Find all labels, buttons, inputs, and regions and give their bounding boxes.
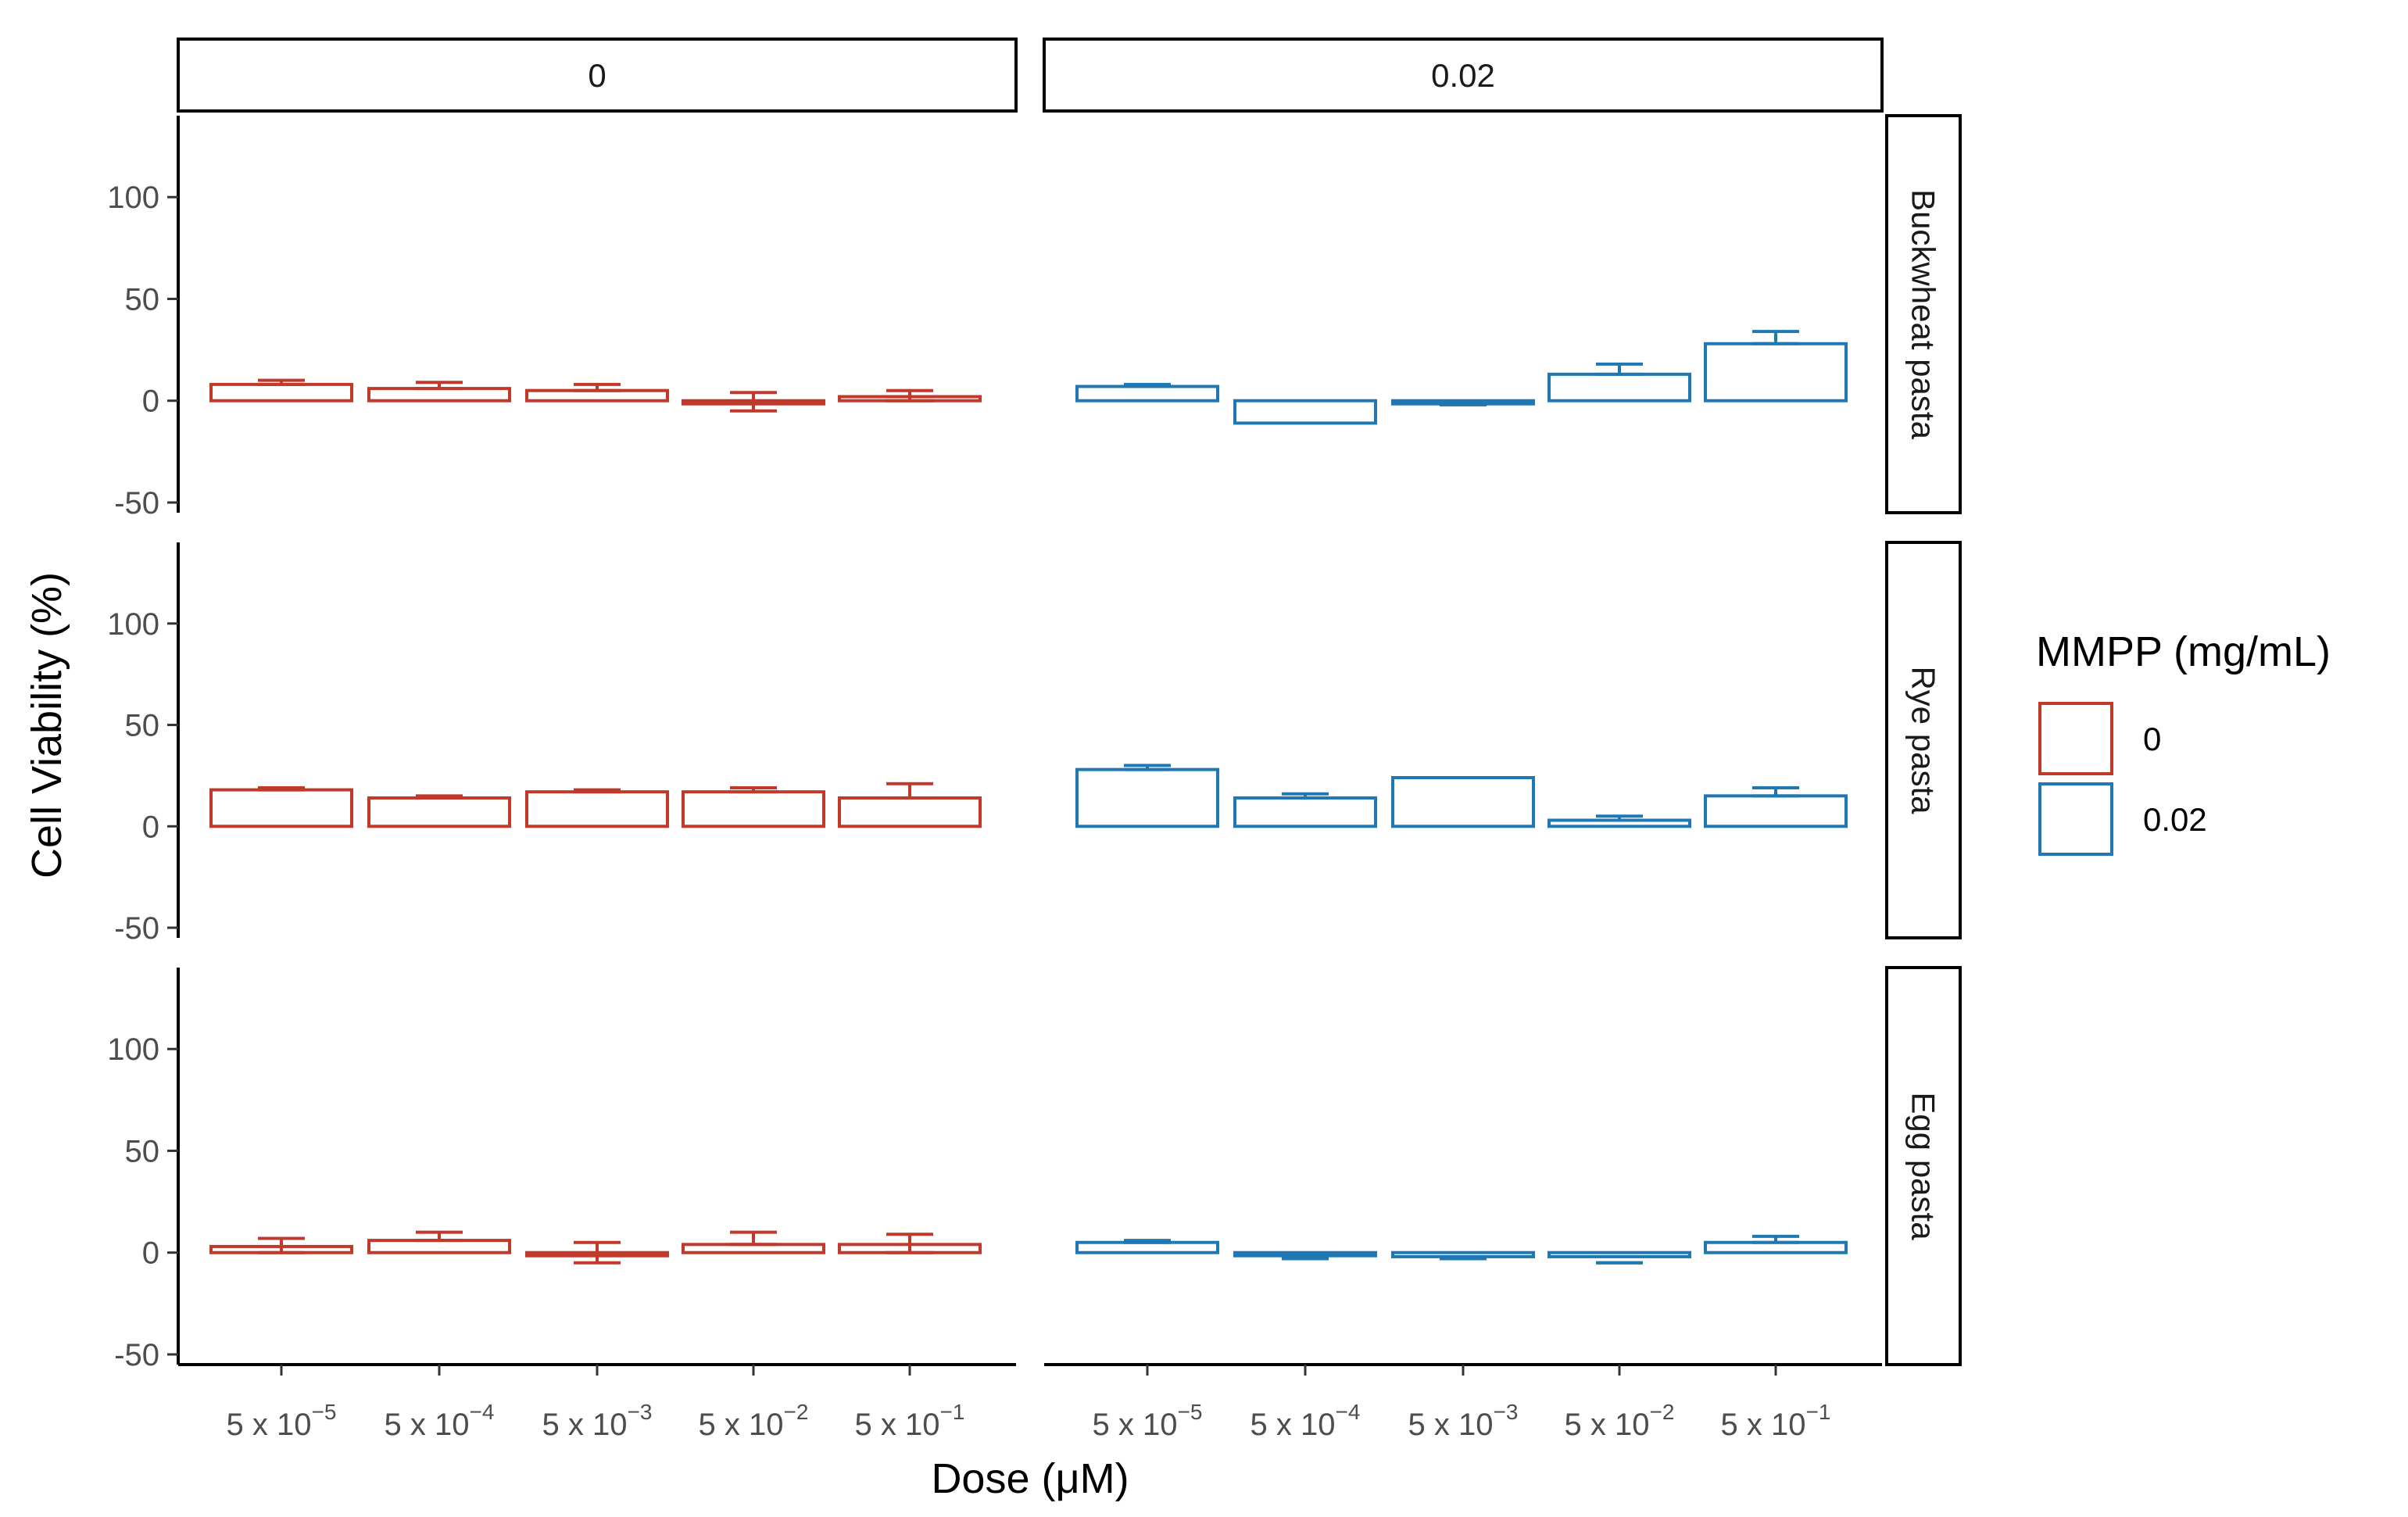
y-tick-label: 0 <box>142 1236 159 1271</box>
bar <box>209 788 353 828</box>
legend-label: 0.02 <box>2143 801 2207 838</box>
y-tick-label: 100 <box>107 607 159 642</box>
bar <box>1391 776 1535 828</box>
x-tick-exponent: −1 <box>940 1400 965 1424</box>
x-tick-exponent: −3 <box>628 1400 653 1424</box>
y-tick-label: 0 <box>142 810 159 844</box>
x-axis-title: Dose (μM) <box>931 1455 1129 1502</box>
y-tick-label: 100 <box>107 1032 159 1067</box>
bar <box>209 382 353 403</box>
facet-strip-row-label: Egg pasta <box>1905 1092 1942 1240</box>
y-tick-label: 0 <box>142 385 159 419</box>
bar <box>1233 796 1377 828</box>
x-tick-base: 5 x 10 <box>855 1408 940 1442</box>
facet-strip-row <box>1885 541 1962 939</box>
bar <box>1075 767 1219 828</box>
y-axis-title: Cell Viability (%) <box>23 572 70 878</box>
bar <box>1704 794 1848 828</box>
legend-title: MMPP (mg/mL) <box>2036 628 2331 675</box>
y-tick-label: 50 <box>125 709 160 743</box>
x-tick-exponent: −4 <box>1336 1400 1361 1424</box>
legend-label: 0 <box>2143 721 2161 757</box>
bar <box>1391 1250 1535 1258</box>
facet-strip-row-label: Buckwheat pasta <box>1905 189 1942 440</box>
bar <box>1233 399 1377 425</box>
x-tick-label: 5 x 10−5 <box>227 1400 337 1442</box>
x-tick-exponent: −3 <box>1494 1400 1519 1424</box>
x-tick-label: 5 x 10−1 <box>1721 1400 1831 1442</box>
x-tick-exponent: −2 <box>1650 1400 1675 1424</box>
x-tick-base: 5 x 10 <box>227 1408 312 1442</box>
x-tick-label: 5 x 10−4 <box>1251 1400 1361 1442</box>
bar <box>367 387 511 403</box>
x-tick-exponent: −5 <box>312 1400 337 1424</box>
x-tick-exponent: −4 <box>470 1400 495 1424</box>
facet-strip-row <box>1885 966 1962 1366</box>
x-tick-exponent: −2 <box>784 1400 809 1424</box>
y-tick-label: -50 <box>114 486 159 521</box>
x-tick-base: 5 x 10 <box>1565 1408 1650 1442</box>
facet-strip-col <box>1043 38 1884 113</box>
x-tick-base: 5 x 10 <box>699 1408 784 1442</box>
facet-strip-label: 0 <box>588 57 606 94</box>
x-tick-label: 5 x 10−1 <box>855 1400 965 1442</box>
y-tick-label: 100 <box>107 181 159 215</box>
legend-swatch <box>2038 702 2113 775</box>
y-tick-label: 50 <box>125 282 160 317</box>
x-tick-label: 5 x 10−5 <box>1093 1400 1203 1442</box>
y-tick-label: -50 <box>114 911 159 946</box>
x-tick-label: 5 x 10−4 <box>385 1400 495 1442</box>
x-tick-label: 5 x 10−3 <box>542 1400 653 1442</box>
bar <box>1075 385 1219 403</box>
facet-strip-row-label: Rye pasta <box>1905 666 1942 814</box>
bar <box>682 790 825 828</box>
bar <box>367 1239 511 1254</box>
x-tick-label: 5 x 10−2 <box>699 1400 809 1442</box>
x-tick-base: 5 x 10 <box>385 1408 470 1442</box>
x-tick-base: 5 x 10 <box>1721 1408 1806 1442</box>
bar <box>1547 1250 1691 1258</box>
facet-strip-col <box>177 38 1018 113</box>
x-tick-label: 5 x 10−2 <box>1565 1400 1675 1442</box>
facet-strip-label: 0.02 <box>1431 57 1495 94</box>
bar <box>1704 342 1848 403</box>
bar <box>838 796 982 828</box>
y-tick-label: -50 <box>114 1338 159 1372</box>
bar <box>367 796 511 828</box>
legend-swatch <box>2038 782 2113 856</box>
facet-strip-row <box>1885 114 1962 514</box>
x-tick-base: 5 x 10 <box>542 1408 628 1442</box>
x-tick-exponent: −5 <box>1178 1400 1203 1424</box>
bar <box>525 790 669 828</box>
x-tick-exponent: −1 <box>1806 1400 1831 1424</box>
x-tick-base: 5 x 10 <box>1093 1408 1178 1442</box>
x-tick-base: 5 x 10 <box>1408 1408 1494 1442</box>
x-tick-base: 5 x 10 <box>1251 1408 1336 1442</box>
x-tick-label: 5 x 10−3 <box>1408 1400 1519 1442</box>
bar <box>1233 1250 1377 1258</box>
y-tick-label: 50 <box>125 1134 160 1168</box>
bar <box>1547 372 1691 403</box>
